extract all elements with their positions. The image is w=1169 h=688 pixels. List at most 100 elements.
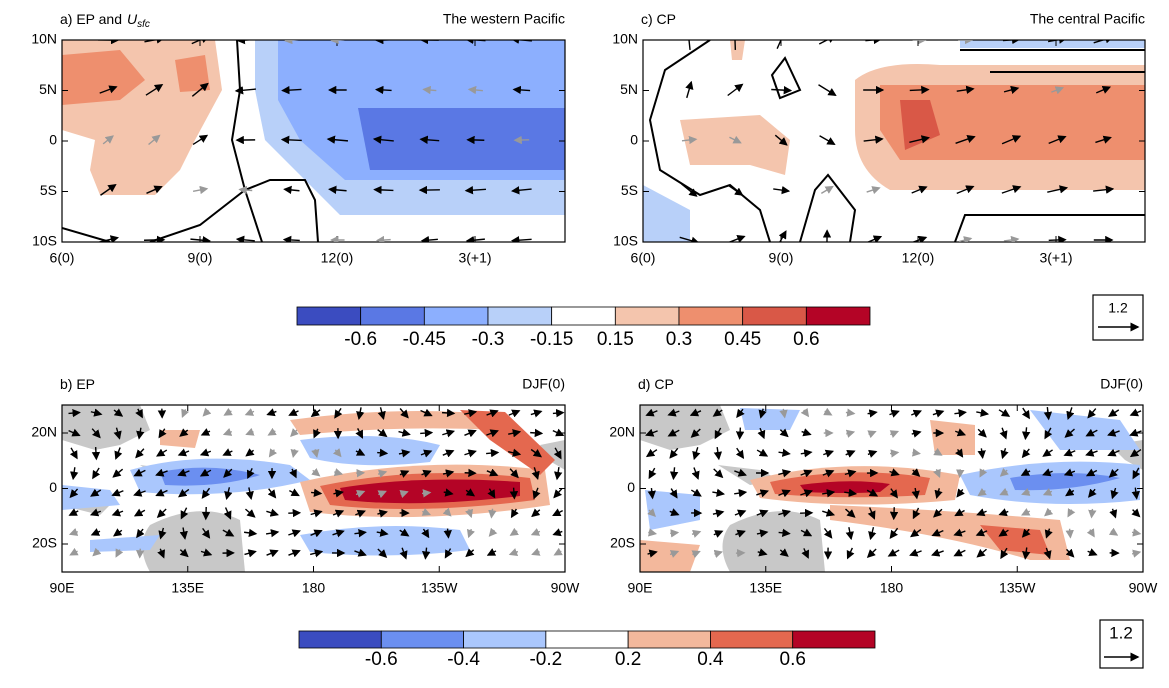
wind-vector	[532, 531, 540, 534]
wind-vector	[1049, 240, 1066, 241]
wind-vector	[846, 451, 855, 455]
wind-vector	[247, 432, 254, 435]
wind-vector	[270, 450, 275, 457]
wind-vector	[780, 430, 787, 437]
wind-vector	[714, 469, 723, 477]
wind-vector	[957, 489, 962, 496]
y-tick-label: 0	[630, 132, 638, 148]
colorbar-label: -0.15	[530, 329, 573, 350]
wind-vector	[269, 489, 276, 498]
panel-title-text: b) EP	[60, 376, 95, 392]
colorbar-label: -0.3	[472, 329, 505, 350]
wind-vector	[912, 452, 919, 453]
contour-fill	[160, 430, 200, 448]
colorbar-swatch	[297, 307, 361, 325]
wind-vector	[889, 411, 898, 414]
x-tick-label: 12(0)	[321, 250, 354, 266]
contour-fill	[640, 540, 700, 572]
wind-vector	[268, 411, 277, 414]
wind-vector	[1111, 531, 1117, 535]
wind-vector	[819, 85, 836, 96]
wind-vector	[889, 550, 899, 556]
land	[723, 511, 826, 572]
wind-vector	[290, 411, 299, 415]
wind-vector	[140, 549, 141, 558]
wind-vector	[443, 451, 453, 455]
wind-vector	[1003, 448, 1006, 458]
y-tick-label: 0	[49, 479, 57, 495]
wind-vector	[237, 239, 255, 241]
contour-fill	[90, 535, 160, 552]
colorbar-label: 0.3	[666, 329, 692, 350]
wind-vector	[981, 448, 982, 457]
contour-fill	[62, 485, 120, 510]
wind-vector	[692, 532, 700, 535]
y-tick-label: 10N	[31, 31, 57, 47]
wind-vector	[911, 411, 920, 415]
wind-vector	[284, 240, 300, 241]
x-tick-label: 12(0)	[902, 250, 935, 266]
wind-vector	[894, 507, 895, 519]
wind-vector	[687, 82, 692, 98]
panel-title-text: d) CP	[638, 376, 674, 392]
colorbar-swatch	[806, 307, 870, 325]
wind-vector	[960, 469, 961, 476]
wind-vector	[246, 450, 253, 455]
x-tick-label: 180	[302, 580, 326, 596]
wind-vector	[735, 30, 736, 50]
wind-vector	[532, 510, 540, 516]
wind-vector	[848, 548, 853, 558]
wind-vector	[442, 431, 453, 434]
wind-vector	[868, 549, 876, 557]
wind-vector	[977, 549, 986, 556]
wind-vector	[293, 449, 295, 456]
colorbar-swatch	[488, 307, 552, 325]
wind-vector	[647, 450, 657, 457]
colorbar-label: 0.45	[724, 329, 761, 350]
colorbar-swatch	[628, 631, 710, 648]
wind-vector	[288, 531, 299, 535]
colorbar-label: 0.6	[793, 329, 819, 350]
wind-vector	[375, 190, 394, 191]
wind-vector	[932, 551, 943, 555]
y-tick-label: 10S	[613, 233, 638, 249]
wind-vector	[846, 412, 854, 413]
wind-vector	[531, 411, 541, 414]
wind-vector	[224, 451, 233, 455]
contour-fill	[300, 436, 440, 465]
wind-vector	[113, 511, 123, 515]
wind-vector	[1090, 530, 1094, 537]
panel-region: DJF(0)	[522, 376, 565, 392]
y-tick-label: 5N	[39, 81, 57, 97]
wind-vector	[1068, 510, 1072, 516]
wind-vector	[68, 413, 79, 414]
x-tick-label: 9(0)	[769, 250, 794, 266]
ref-label: 1.2	[1108, 300, 1128, 316]
wind-vector	[190, 239, 209, 241]
wind-vector	[113, 491, 124, 495]
wind-vector	[267, 551, 278, 555]
wind-vector	[113, 469, 122, 477]
x-tick-label: 135W	[421, 580, 458, 596]
x-tick-label: 90E	[50, 580, 75, 596]
panel-region: DJF(0)	[1100, 376, 1143, 392]
contour-fill	[730, 40, 745, 60]
y-tick-label: 20S	[32, 535, 57, 551]
colorbar-label: -0.6	[365, 649, 398, 670]
wind-vector	[673, 467, 674, 478]
wind-vector	[466, 550, 473, 556]
land	[62, 405, 150, 450]
wind-vector	[246, 411, 254, 414]
wind-vector	[269, 431, 276, 435]
wind-vector	[378, 430, 387, 437]
wind-vector	[1086, 451, 1097, 455]
wind-vector	[313, 470, 320, 475]
wind-vector	[204, 410, 209, 415]
colorbar-label: 0.2	[615, 649, 641, 670]
wind-vector	[514, 488, 515, 499]
contour-fill	[680, 115, 790, 175]
colorbar-label: 0.6	[780, 649, 806, 670]
wind-vector	[1088, 409, 1096, 418]
wind-vector	[735, 511, 745, 515]
wind-vector	[532, 552, 539, 555]
